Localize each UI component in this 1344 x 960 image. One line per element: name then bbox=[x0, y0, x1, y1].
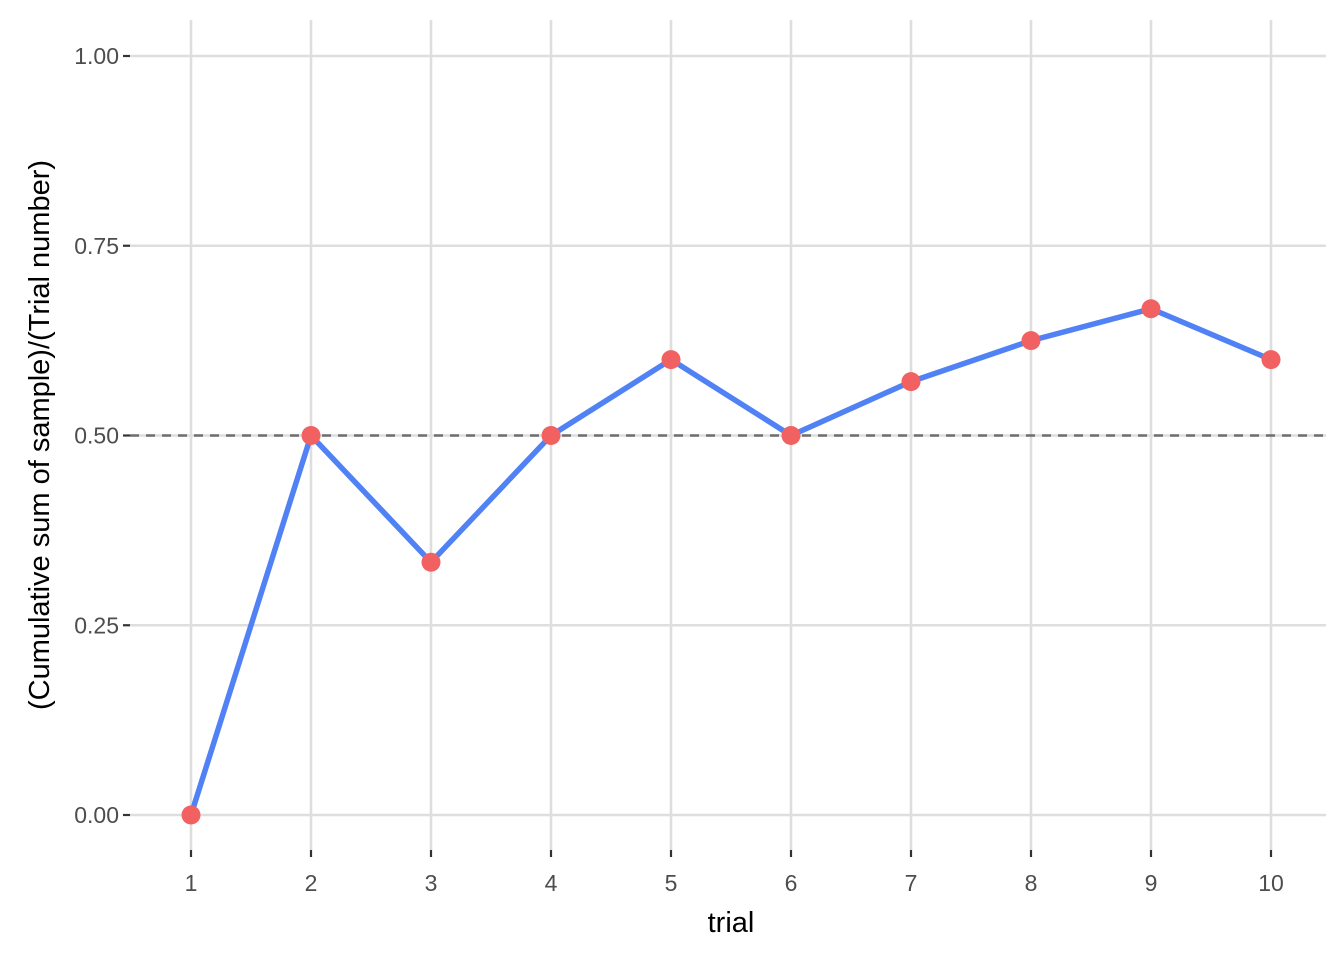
data-point bbox=[421, 552, 441, 572]
y-tick-labels: 0.00 0.25 0.50 0.75 1.00 bbox=[74, 43, 119, 828]
y-tick-label: 0.75 bbox=[74, 233, 119, 259]
data-point bbox=[901, 372, 921, 392]
y-tick-label: 0.25 bbox=[74, 612, 119, 638]
x-axis-title: trial bbox=[708, 907, 755, 939]
x-tick-labels: 1 2 3 4 5 6 7 8 9 10 bbox=[185, 870, 1284, 896]
y-tick-label: 1.00 bbox=[74, 43, 119, 69]
data-point bbox=[541, 426, 561, 445]
x-tick-label: 9 bbox=[1145, 870, 1158, 896]
data-point bbox=[781, 426, 801, 445]
data-point bbox=[1021, 331, 1041, 351]
x-tick-label: 8 bbox=[1025, 870, 1038, 896]
x-tick-label: 3 bbox=[425, 870, 438, 896]
data-point bbox=[1261, 350, 1281, 370]
series-line bbox=[188, 305, 1274, 818]
x-tick-label: 1 bbox=[185, 870, 198, 896]
x-tick-label: 10 bbox=[1258, 870, 1284, 896]
x-tick-label: 6 bbox=[785, 870, 798, 896]
y-tick-label: 0.50 bbox=[74, 423, 119, 449]
data-point bbox=[1141, 299, 1161, 319]
data-point bbox=[301, 426, 321, 445]
axis-ticks bbox=[123, 54, 1273, 857]
data-point bbox=[661, 350, 681, 370]
x-tick-label: 2 bbox=[305, 870, 318, 896]
x-tick-label: 7 bbox=[905, 870, 918, 896]
y-tick-label: 0.00 bbox=[74, 802, 119, 828]
series-group bbox=[181, 299, 1281, 825]
x-tick-label: 5 bbox=[665, 870, 678, 896]
x-tick-label: 4 bbox=[545, 870, 558, 896]
y-axis-title: (Cumulative sum of sample)/(Trial number… bbox=[24, 160, 56, 710]
data-point bbox=[181, 805, 201, 825]
